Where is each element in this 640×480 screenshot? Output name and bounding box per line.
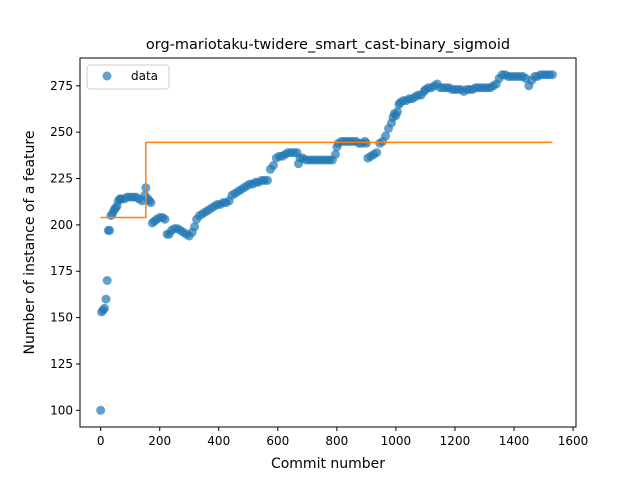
x-tick-label: 1400: [499, 434, 530, 448]
x-tick-label: 600: [266, 434, 289, 448]
data-point: [547, 70, 557, 80]
y-tick-label: 275: [50, 79, 73, 93]
y-tick-label: 100: [50, 403, 73, 417]
data-point: [372, 148, 382, 158]
scatter-points: [96, 70, 557, 415]
x-tick-label: 400: [207, 434, 230, 448]
data-point: [330, 149, 340, 159]
chart-title: org-mariotaku-twidere_smart_cast-binary_…: [146, 37, 510, 53]
data-point: [96, 405, 106, 415]
x-axis-label: Commit number: [271, 456, 385, 472]
x-tick-label: 1200: [440, 434, 471, 448]
legend-label: data: [131, 69, 158, 83]
data-point: [381, 131, 391, 141]
data-point: [160, 214, 170, 224]
step-line-group: [100, 141, 553, 219]
data-point: [263, 175, 272, 185]
y-tick-label: 250: [50, 125, 73, 139]
data-point: [101, 294, 111, 304]
data-point: [105, 225, 114, 235]
legend: data: [86, 64, 170, 90]
data-point: [146, 198, 156, 208]
data-point: [392, 107, 402, 117]
step-line: [100, 141, 553, 219]
x-tick-label: 1000: [381, 434, 412, 448]
x-tick-label: 800: [325, 434, 348, 448]
x-axis-ticks: 0 200 400 600 800 1000 1200 1400 1600: [97, 427, 588, 448]
y-axis-ticks: 100 125 150 175 200 225 250 275: [50, 79, 80, 417]
plot-frame: [79, 57, 577, 428]
x-tick-label: 1600: [558, 434, 589, 448]
x-tick-label: 0: [97, 434, 105, 448]
y-tick-label: 175: [50, 264, 73, 278]
legend-box: [86, 64, 170, 90]
x-tick-label: 200: [148, 434, 171, 448]
legend-marker: [102, 71, 112, 81]
y-tick-label: 150: [50, 311, 73, 325]
y-tick-label: 200: [50, 218, 73, 232]
data-point: [100, 303, 109, 313]
y-tick-label: 125: [50, 357, 73, 371]
data-point: [102, 276, 112, 285]
data-point: [268, 161, 278, 170]
data-point: [361, 138, 371, 148]
y-tick-label: 225: [50, 172, 73, 186]
data-point: [190, 222, 200, 232]
y-axis-label: Number of instance of a feature: [22, 131, 38, 355]
